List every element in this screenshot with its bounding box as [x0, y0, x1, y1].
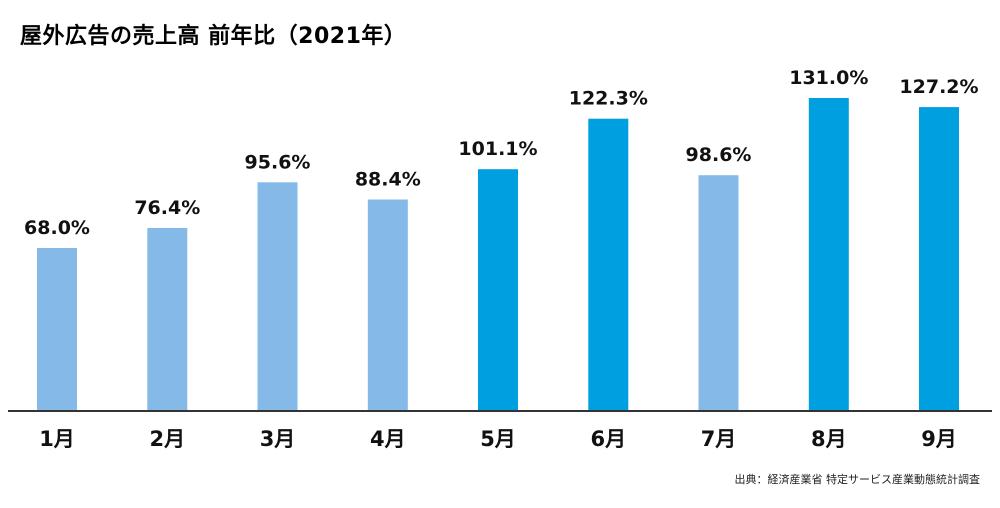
bar [257, 182, 298, 410]
data-label: 95.6% [245, 151, 311, 173]
source-note: 出典：経済産業省 特定サービス産業動態統計調査 [734, 473, 981, 486]
x-tick-label: 8月 [811, 427, 847, 451]
x-tick-label: 5月 [480, 427, 516, 451]
bar [367, 199, 408, 410]
x-tick-label: 3月 [260, 427, 296, 451]
x-tick-label: 6月 [590, 427, 626, 451]
x-tick-label: 7月 [701, 427, 737, 451]
bar [698, 175, 739, 410]
bar [37, 248, 77, 410]
data-label: 68.0% [24, 217, 90, 239]
data-label: 101.1% [458, 138, 537, 160]
data-label: 127.2% [899, 76, 978, 98]
x-tick-label: 2月 [149, 427, 185, 451]
bar [808, 98, 849, 410]
bar [147, 228, 188, 410]
x-tick-label: 4月 [370, 427, 406, 451]
x-tick-label: 1月 [39, 427, 75, 451]
bar [919, 107, 959, 410]
data-label: 122.3% [569, 88, 648, 110]
chart-title: 屋外広告の売上高 前年比（2021年） [20, 24, 407, 49]
x-tick-label: 9月 [921, 427, 957, 451]
bar [588, 118, 629, 410]
bar [478, 169, 518, 410]
data-label: 131.0% [789, 67, 868, 89]
data-label: 76.4% [134, 197, 200, 219]
data-label: 98.6% [686, 144, 752, 166]
data-label: 88.4% [355, 169, 421, 191]
